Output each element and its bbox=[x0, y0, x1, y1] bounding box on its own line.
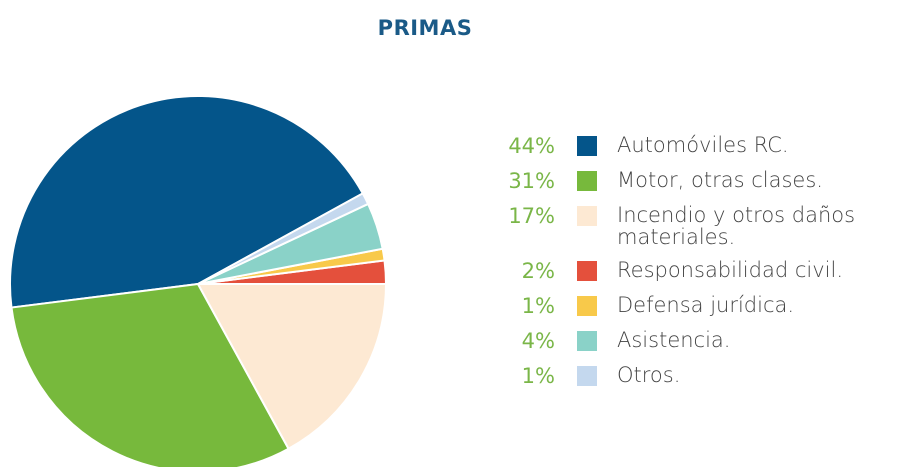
legend-value: 31% bbox=[508, 169, 555, 193]
pie-slice bbox=[9, 95, 365, 309]
legend-swatch bbox=[577, 206, 597, 226]
legend-label: Asistencia. bbox=[617, 328, 731, 352]
legend-item: 4% Asistencia. bbox=[490, 329, 913, 353]
chart-title: PRIMAS bbox=[377, 16, 473, 40]
legend-value: 1% bbox=[521, 364, 555, 388]
legend-item: 2% Responsabilidad civil. bbox=[490, 259, 913, 283]
legend-swatch bbox=[577, 261, 597, 281]
legend-swatch bbox=[577, 366, 597, 386]
legend-label: Incendio y otros daños materiales. bbox=[617, 203, 856, 249]
legend: 44% Automóviles RC. 31% Motor, otras clases… bbox=[490, 134, 913, 388]
legend-value: 4% bbox=[521, 329, 555, 353]
legend-label: Responsabilidad civil. bbox=[617, 258, 843, 282]
legend-item: 17% Incendio y otros daños materiales. bbox=[490, 204, 913, 248]
pie-slice bbox=[10, 282, 290, 467]
legend-item: 1% Defensa jurídica. bbox=[490, 294, 913, 318]
legend-label: Motor, otras clases. bbox=[617, 168, 823, 192]
pie-slice bbox=[196, 283, 388, 451]
pie-slice bbox=[197, 192, 370, 285]
legend-swatch bbox=[577, 171, 597, 191]
legend-label: Defensa jurídica. bbox=[617, 293, 795, 317]
legend-label: Otros. bbox=[617, 363, 681, 387]
legend-value: 17% bbox=[508, 204, 555, 228]
legend-item: 31% Motor, otras clases. bbox=[490, 169, 913, 193]
legend-value: 44% bbox=[508, 134, 555, 158]
legend-swatch bbox=[577, 136, 597, 156]
legend-item: 44% Automóviles RC. bbox=[490, 134, 913, 158]
legend-swatch bbox=[577, 296, 597, 316]
legend-label: Automóviles RC. bbox=[617, 133, 789, 157]
legend-value: 2% bbox=[521, 259, 555, 283]
legend-value: 1% bbox=[521, 294, 555, 318]
legend-item: 1% Otros. bbox=[490, 364, 913, 388]
legend-swatch bbox=[577, 331, 597, 351]
